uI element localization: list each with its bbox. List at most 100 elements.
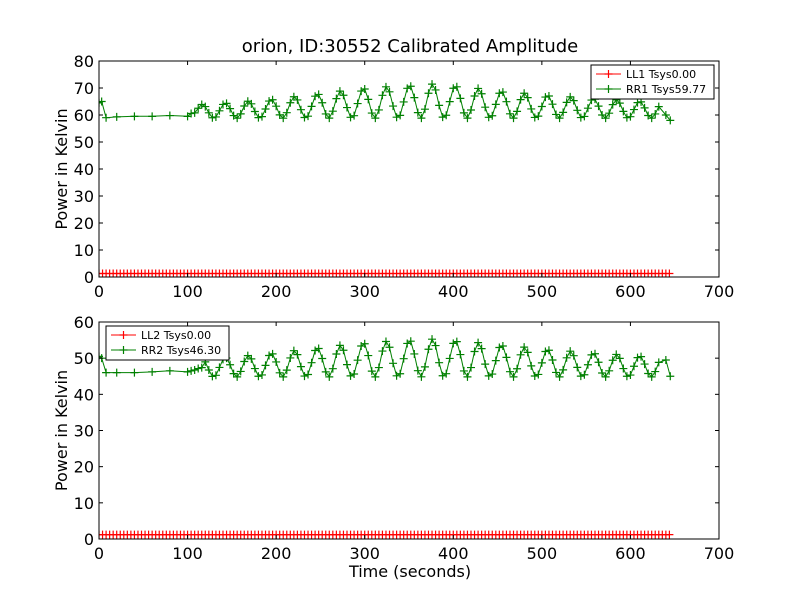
data-point bbox=[537, 358, 546, 367]
plots-layer: 0 100 200 300 400 500 600 70001020304050607080P… bbox=[52, 52, 734, 563]
x-tick-label: 200 bbox=[261, 282, 292, 301]
data-point bbox=[165, 111, 174, 120]
x-tick-label: 0 bbox=[94, 544, 104, 563]
legend-swatch-marker bbox=[604, 70, 613, 78]
data-point bbox=[449, 84, 458, 93]
data-point bbox=[498, 341, 507, 350]
data-point bbox=[307, 358, 316, 367]
data-point bbox=[378, 347, 387, 356]
data-point bbox=[353, 356, 362, 365]
data-point bbox=[484, 113, 493, 122]
data-point bbox=[339, 346, 348, 355]
x-axis-label: Time (seconds) bbox=[348, 562, 471, 581]
figure-title: orion, ID:30552 Calibrated Amplitude bbox=[242, 36, 578, 57]
data-point bbox=[364, 351, 373, 360]
data-point bbox=[254, 372, 263, 381]
data-point bbox=[598, 369, 607, 378]
y-tick-label: 60 bbox=[74, 106, 94, 125]
data-point bbox=[328, 364, 337, 373]
data-point bbox=[505, 109, 514, 118]
data-point bbox=[488, 370, 497, 379]
data-point bbox=[552, 110, 561, 119]
data-point bbox=[661, 355, 670, 364]
data-point bbox=[296, 105, 305, 114]
plot-area bbox=[99, 335, 675, 539]
data-point bbox=[622, 372, 631, 381]
data-point bbox=[442, 111, 451, 120]
data-point bbox=[484, 371, 493, 380]
data-point bbox=[513, 364, 522, 373]
data-point bbox=[381, 82, 390, 91]
data-point bbox=[665, 530, 674, 539]
data-point bbox=[296, 362, 305, 371]
data-point bbox=[420, 105, 429, 114]
x-tick-label: 300 bbox=[349, 544, 380, 563]
data-point bbox=[534, 112, 543, 121]
x-tick-label: 300 bbox=[349, 282, 380, 301]
data-point bbox=[505, 367, 514, 376]
data-point bbox=[215, 106, 224, 115]
data-point bbox=[569, 96, 578, 105]
data-point bbox=[459, 366, 468, 375]
series-markers-2 bbox=[99, 335, 675, 381]
data-point bbox=[403, 84, 412, 93]
data-point bbox=[346, 113, 355, 122]
data-point bbox=[530, 113, 539, 122]
data-point bbox=[435, 358, 444, 367]
data-point bbox=[240, 101, 249, 110]
data-point bbox=[502, 97, 511, 106]
data-point bbox=[626, 112, 635, 121]
data-point bbox=[647, 114, 656, 123]
data-point bbox=[226, 360, 235, 369]
legend: LL2 Tsys0.00 RR2 Tsys46.30 bbox=[105, 325, 230, 361]
data-point bbox=[513, 107, 522, 116]
data-point bbox=[520, 343, 529, 352]
data-point bbox=[417, 114, 426, 123]
data-point bbox=[353, 99, 362, 108]
data-point bbox=[332, 350, 341, 359]
data-point bbox=[594, 358, 603, 367]
data-point bbox=[187, 366, 196, 375]
data-point bbox=[615, 99, 624, 108]
legend-box bbox=[590, 64, 715, 100]
data-point bbox=[583, 360, 592, 369]
data-point bbox=[272, 357, 281, 366]
data-point bbox=[583, 104, 592, 113]
y-tick-label: 80 bbox=[74, 52, 94, 71]
data-point bbox=[318, 354, 327, 363]
data-point bbox=[449, 339, 458, 348]
legend-label: RR2 Tsys46.30 bbox=[141, 344, 221, 357]
data-point bbox=[559, 108, 568, 117]
data-point bbox=[420, 362, 429, 371]
data-point bbox=[608, 100, 617, 109]
data-point bbox=[654, 102, 663, 111]
y-axis-label: Power in Kelvin bbox=[52, 370, 71, 491]
data-point bbox=[378, 91, 387, 100]
data-point bbox=[346, 371, 355, 380]
subplot-2: 0 100 200 300 400 500 600 700 0 10 20 30 40 50 60 Power… bbox=[52, 313, 734, 563]
data-point bbox=[222, 99, 231, 108]
data-point bbox=[275, 110, 284, 119]
data-point bbox=[385, 343, 394, 352]
legend-swatch-marker bbox=[119, 346, 128, 354]
x-tick-label: 200 bbox=[261, 544, 292, 563]
data-point bbox=[491, 100, 500, 109]
data-point bbox=[211, 112, 220, 121]
y-tick-label: 20 bbox=[74, 214, 94, 233]
x-tick-label: 600 bbox=[615, 282, 646, 301]
data-point bbox=[314, 344, 323, 353]
data-point bbox=[626, 371, 635, 380]
data-point bbox=[495, 89, 504, 98]
legend-label: LL1 Tsys0.00 bbox=[626, 68, 696, 81]
plot-area bbox=[99, 80, 675, 277]
data-point bbox=[364, 95, 373, 104]
data-point bbox=[250, 364, 259, 373]
data-point bbox=[544, 346, 553, 355]
data-point bbox=[612, 350, 621, 359]
data-point bbox=[615, 354, 624, 363]
y-tick-label: 40 bbox=[74, 385, 94, 404]
data-point bbox=[438, 113, 447, 122]
data-point bbox=[548, 356, 557, 365]
data-point bbox=[442, 369, 451, 378]
data-point bbox=[282, 366, 291, 375]
